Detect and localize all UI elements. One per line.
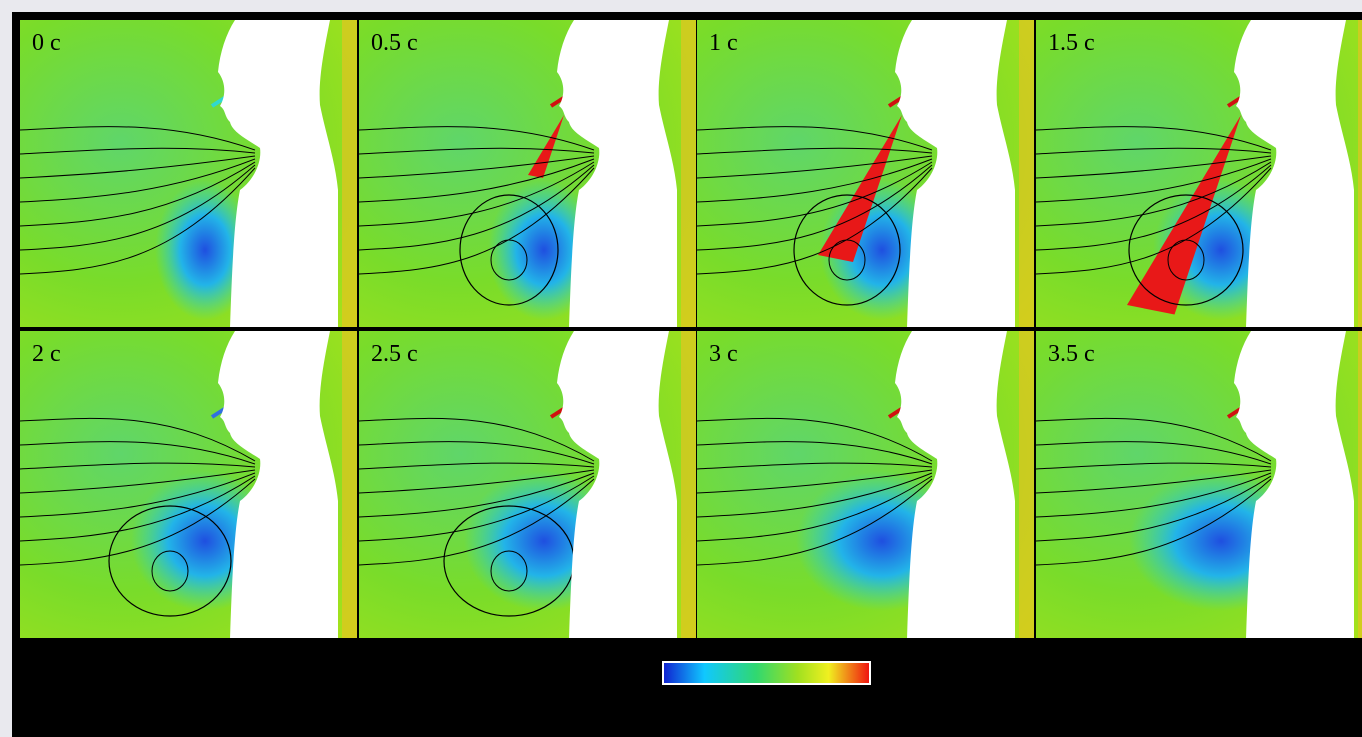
panel: 2.5 c (359, 331, 696, 639)
panel-content (359, 331, 696, 639)
colorbar (663, 662, 870, 684)
panel: 0.5 c (359, 20, 696, 328)
panel: 1.5 c (1036, 20, 1362, 328)
time-label: 1 c (709, 30, 738, 56)
time-label: 0.5 c (371, 30, 418, 56)
figure: 0 c 0.5 c 1 c 1.5 c 2 c 2.5 c 3 c 3.5 c (0, 0, 1362, 737)
panel-content (359, 20, 696, 328)
wall-strip (342, 20, 357, 327)
panel-content (1036, 331, 1362, 639)
wall-strip (681, 331, 696, 638)
time-label: 3.5 c (1048, 341, 1095, 367)
panel: 2 c (20, 331, 357, 639)
page: 0 c0.5 c1 c1.5 c2 c2.5 c3 c3.5 c (() => … (0, 0, 1362, 737)
wall-strip (681, 20, 696, 327)
wall-strip (342, 331, 357, 638)
panel: 0 c (20, 20, 357, 328)
panel: 1 c (697, 20, 1034, 328)
time-label: 1.5 c (1048, 30, 1095, 56)
panel-content (20, 20, 357, 328)
panel: 3.5 c (1036, 331, 1362, 639)
time-label: 2.5 c (371, 341, 418, 367)
panel: 3 c (697, 331, 1034, 639)
wall-strip (1358, 20, 1362, 327)
wall-strip (1358, 331, 1362, 638)
wall-strip (1019, 331, 1034, 638)
time-label: 0 c (32, 30, 61, 56)
panel-content (697, 331, 1034, 639)
time-label: 3 c (709, 341, 738, 367)
panel-content (697, 20, 1034, 328)
time-label: 2 c (32, 341, 61, 367)
wall-strip (1019, 20, 1034, 327)
panel-content (1036, 20, 1362, 328)
panel-content (20, 331, 357, 639)
